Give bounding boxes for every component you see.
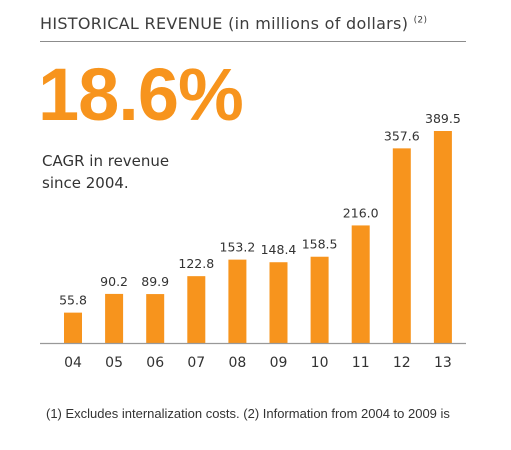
x-tick-label-11: 11 [352,355,370,371]
x-tick-label-13: 13 [434,355,452,371]
data-label-07: 122.8 [178,256,214,271]
data-label-04: 55.8 [59,293,87,308]
x-tick-label-09: 09 [270,355,288,371]
cagr-value: 18.6% [38,53,244,136]
chart-title-main: HISTORICAL REVENUE [40,14,223,33]
x-tick-label-05: 05 [105,355,123,371]
bar-08 [228,259,247,343]
bar-11 [351,225,370,343]
data-label-12: 357.6 [384,128,420,143]
x-tick-label-06: 06 [146,355,164,371]
bar-13 [433,131,452,343]
data-label-10: 158.5 [302,237,338,252]
x-tick-label-08: 08 [228,355,246,371]
bar-09 [269,262,288,343]
x-tick-label-12: 12 [393,355,411,371]
cagr-caption-line-1: CAGR in revenue [42,152,170,170]
x-tick-label-04: 04 [64,355,82,371]
x-tick-label-07: 07 [187,355,205,371]
bar-12 [392,148,411,343]
bar-05 [105,293,124,343]
data-label-05: 90.2 [100,274,128,289]
revenue-bar-chart: 55.8 04 90.2 05 89.9 06 122.8 07 153.2 08 148.4 09 1… [40,111,466,371]
bar-07 [187,276,206,343]
chart-title-units: (in millions of dollars) [228,14,409,33]
chart-title-block: HISTORICAL REVENUE (in millions of dolla… [40,14,466,42]
chart-title-footnote-ref: (2) [413,15,428,26]
bar-04 [64,312,82,343]
data-label-06: 89.9 [141,274,169,289]
data-label-08: 153.2 [220,240,256,255]
chart-title: HISTORICAL REVENUE (in millions of dolla… [40,14,466,33]
x-tick-label-10: 10 [311,355,329,371]
data-label-13: 389.5 [425,111,461,126]
footnote: (1) Excludes internalization costs. (2) … [46,406,450,421]
data-label-11: 216.0 [343,205,379,220]
bar-06 [146,294,165,343]
data-label-09: 148.4 [261,242,297,257]
cagr-caption-line-2: since 2004. [42,174,129,192]
cagr-caption: CAGR in revenue since 2004. [42,150,242,194]
bar-10 [310,256,329,343]
